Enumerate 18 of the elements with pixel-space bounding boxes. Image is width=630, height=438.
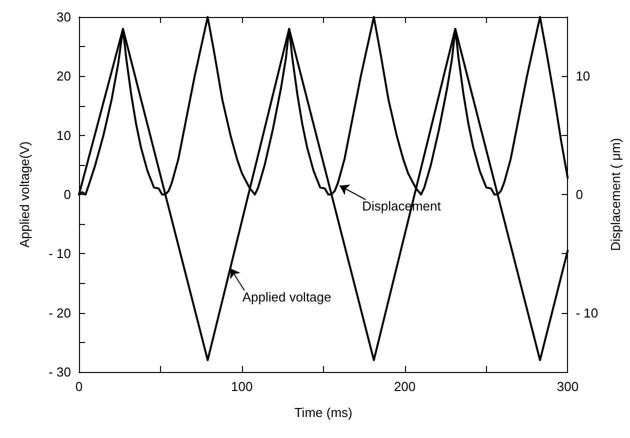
annotation: Applied voltage: [242, 289, 332, 304]
x-axis-title: Time (ms): [294, 405, 352, 420]
y-tick-label: 20: [56, 68, 71, 84]
y-tick-label: 10: [56, 128, 71, 143]
y2-tick-label: 0: [576, 187, 583, 202]
y2-tick-label: 10: [576, 68, 590, 84]
y-tick-label: 30: [56, 10, 71, 24]
x-tick-label: 0: [75, 379, 83, 394]
x-tick-label: 300: [556, 379, 579, 394]
y2-tick-label: - 10: [576, 305, 598, 320]
y-tick-label: - 10: [48, 246, 71, 262]
y-tick-label: - 20: [48, 305, 71, 320]
x-tick-label: 100: [231, 379, 253, 394]
x-tick-label: 200: [394, 379, 416, 394]
y-tick-label: - 30: [48, 364, 71, 380]
y-axis-title: Applied voltage(V): [17, 141, 32, 248]
y2-axis-title: Displacement ( μm): [608, 138, 623, 251]
y-tick-label: 0: [64, 187, 71, 202]
